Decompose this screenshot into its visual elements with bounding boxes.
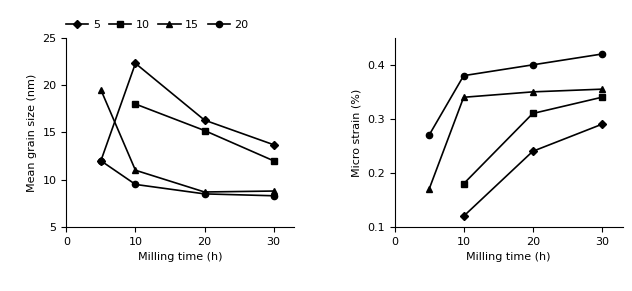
X-axis label: Milling time (h): Milling time (h) <box>466 252 551 262</box>
Y-axis label: Micro strain (%): Micro strain (%) <box>351 88 362 177</box>
Y-axis label: Mean grain size (nm): Mean grain size (nm) <box>27 73 37 191</box>
Legend: 5, 10, 15, 20: 5, 10, 15, 20 <box>62 15 253 34</box>
Title: (a): (a) <box>173 290 188 291</box>
X-axis label: Milling time (h): Milling time (h) <box>138 252 222 262</box>
Title: (b): (b) <box>501 290 516 291</box>
